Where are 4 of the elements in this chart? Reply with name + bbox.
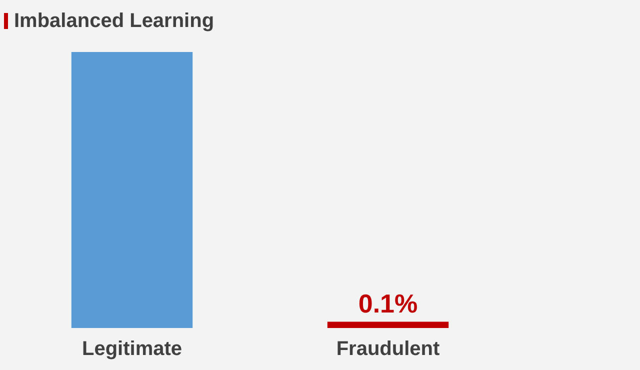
x-tick-label: Fraudulent	[336, 338, 440, 360]
x-tick-label: Legitimate	[82, 338, 182, 360]
data-label: 0.1%	[358, 288, 418, 319]
chart-title: Imbalanced Learning	[14, 10, 214, 32]
